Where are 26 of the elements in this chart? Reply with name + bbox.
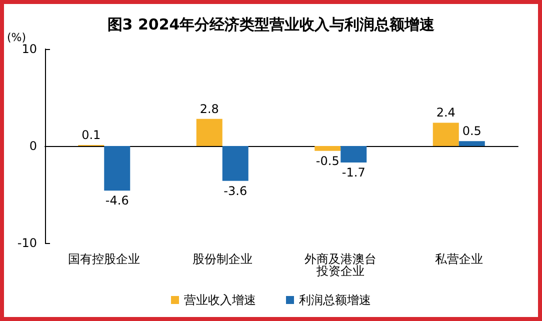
data-label: -4.6	[105, 194, 129, 208]
bar	[314, 146, 341, 151]
data-label: 0.5	[462, 124, 482, 138]
bar	[222, 146, 248, 181]
data-label: -3.6	[224, 184, 248, 198]
data-label: 0.1	[82, 128, 101, 142]
bar	[432, 122, 459, 146]
bar	[458, 141, 485, 146]
x-tick-label: 股份制企业	[192, 252, 252, 266]
x-tick-label: 国有控股企业	[68, 252, 140, 266]
data-label: 2.4	[436, 106, 456, 120]
legend-label: 营业收入增速	[184, 293, 256, 307]
bar	[196, 118, 222, 146]
chart-title: 图3 2024年分经济类型营业收入与利润总额增速	[107, 16, 436, 34]
y-tick-label: 0	[29, 139, 37, 153]
x-tick-label: 外商及港澳台投资企业	[304, 252, 377, 278]
bar	[340, 146, 367, 162]
y-tick-label: 10	[22, 42, 37, 56]
legend-label: 利润总额增速	[299, 293, 371, 307]
y-tick-label: -10	[17, 236, 37, 250]
data-label: -1.7	[342, 165, 366, 180]
bar	[104, 146, 130, 191]
x-tick-label: 私营企业	[434, 252, 483, 266]
data-label: -0.5	[316, 154, 340, 168]
y-axis-title: (%)	[7, 31, 26, 44]
data-label: 2.8	[200, 102, 219, 116]
